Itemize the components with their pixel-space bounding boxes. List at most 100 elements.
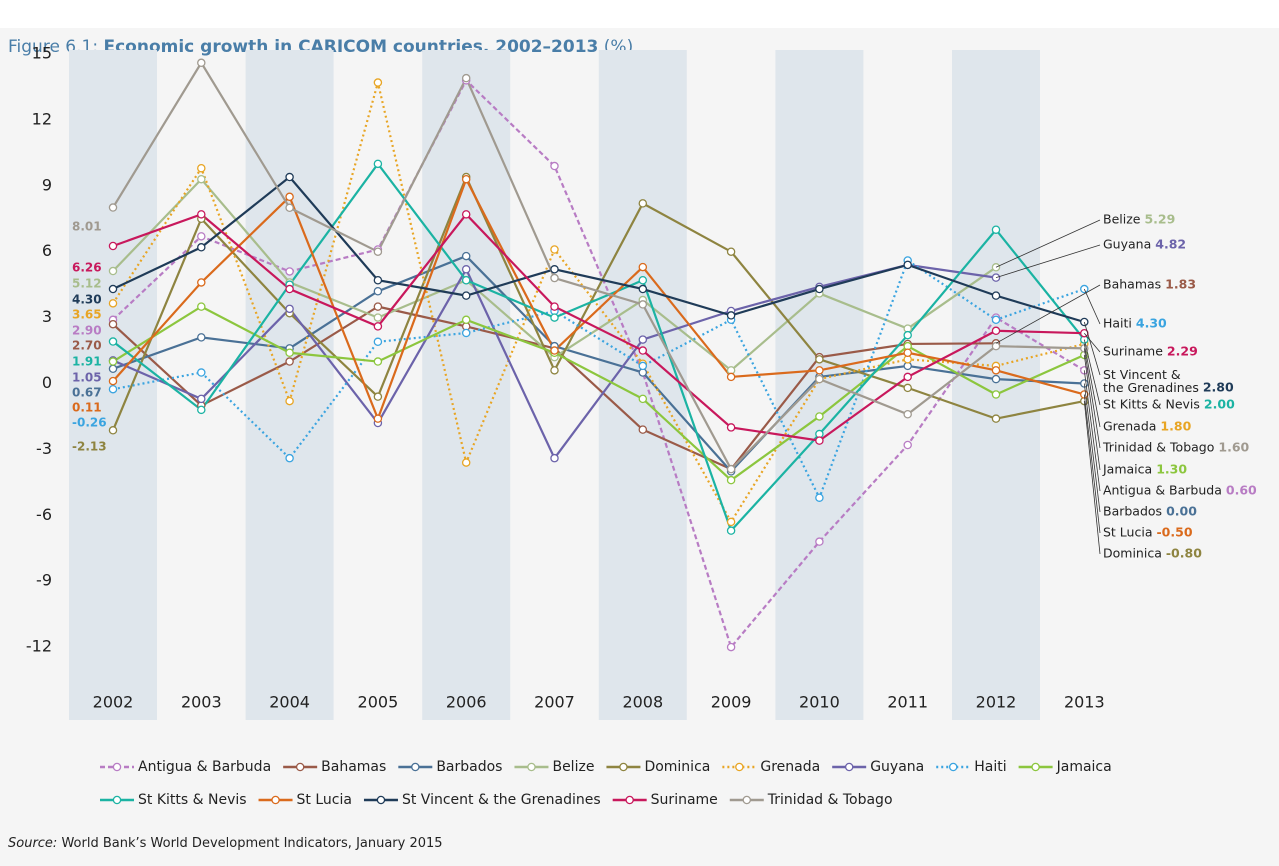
name-line: the Grenadines — [1103, 380, 1199, 395]
point — [285, 284, 294, 294]
point — [285, 203, 294, 213]
data-label: 1.05 — [72, 371, 102, 385]
legend-label: Barbados — [436, 759, 502, 775]
legend-label: Suriname — [651, 792, 718, 808]
point — [638, 284, 648, 294]
point — [373, 322, 383, 331]
legend-marker — [1031, 762, 1040, 772]
point — [815, 537, 824, 546]
point — [373, 247, 383, 256]
data-label: 4.30 — [72, 293, 102, 307]
end-label-name: Haiti — [1103, 316, 1132, 331]
leader-line — [995, 244, 1101, 279]
point — [903, 383, 912, 393]
legend-marker — [948, 762, 958, 772]
point — [285, 267, 294, 276]
point — [638, 425, 648, 434]
plot — [108, 58, 1089, 652]
point — [108, 364, 118, 374]
leader-line — [1083, 383, 1101, 513]
point — [197, 302, 206, 311]
point — [550, 346, 559, 355]
series-line — [112, 60, 1085, 472]
leader-line — [995, 219, 1101, 268]
point — [197, 163, 206, 173]
x-tick-label: 2008 — [622, 693, 663, 712]
point — [991, 414, 1001, 423]
point — [373, 286, 383, 296]
point — [903, 440, 912, 450]
point — [903, 372, 912, 382]
data-label: -0.26 — [72, 416, 107, 430]
legend-marker — [625, 795, 634, 805]
point — [550, 302, 559, 311]
point — [373, 313, 383, 322]
data-label: 1.91 — [72, 355, 102, 369]
y-tick-label: 12 — [32, 109, 52, 128]
point — [550, 265, 559, 274]
end-label-name: Bahamas — [1103, 277, 1161, 292]
point — [197, 58, 206, 68]
data-label: 0.67 — [72, 386, 102, 400]
legend-label: Dominica — [644, 759, 710, 775]
legend-label: Trinidad & Tobago — [767, 792, 893, 808]
point — [461, 73, 471, 83]
point — [285, 396, 294, 406]
end-label-name: Belize — [1103, 212, 1141, 227]
point — [550, 161, 559, 171]
point — [461, 174, 471, 184]
legend-marker — [844, 762, 854, 772]
point — [726, 423, 736, 432]
x-tick-label: 2003 — [181, 693, 222, 712]
point — [108, 357, 118, 366]
point — [373, 78, 383, 87]
leader-line — [1083, 370, 1101, 492]
legend-marker — [411, 762, 420, 772]
point — [108, 337, 118, 346]
y-tick-label: -6 — [36, 505, 52, 524]
end-label-name: St Vincent & the Grenadines — [1103, 367, 1199, 395]
end-label-name: Grenada — [1103, 419, 1156, 434]
point — [461, 458, 471, 467]
data-label: 8.01 — [72, 220, 102, 234]
point — [285, 453, 294, 463]
point — [726, 372, 736, 382]
point — [197, 243, 206, 252]
end-label-name: Dominica — [1103, 546, 1162, 561]
end-label-value: 0.00 — [1166, 504, 1197, 519]
point — [638, 335, 648, 344]
point — [373, 337, 383, 347]
legend-marker — [112, 762, 122, 772]
leader-line — [1083, 321, 1101, 376]
x-tick-label: 2005 — [358, 693, 399, 712]
point — [197, 368, 206, 377]
source: Source: World Bank’s World Development I… — [8, 836, 443, 851]
point — [285, 348, 294, 357]
legend-marker — [271, 795, 280, 805]
point — [726, 464, 736, 474]
point — [373, 357, 383, 366]
source-text: World Bank’s World Development Indicator… — [61, 836, 442, 851]
end-label-value: 2.29 — [1167, 344, 1198, 359]
y-tick-label: 0 — [42, 373, 52, 392]
point — [197, 405, 206, 415]
end-label-value: 0.60 — [1226, 483, 1257, 498]
point — [815, 436, 824, 445]
end-label-value: 1.30 — [1156, 462, 1187, 477]
x-tick-label: 2010 — [799, 693, 840, 712]
point — [197, 278, 206, 287]
end-label-name: St Lucia — [1103, 525, 1152, 540]
point — [815, 412, 824, 421]
end-label-name: Trinidad & Tobago — [1102, 440, 1214, 455]
point — [638, 394, 648, 404]
point — [461, 328, 471, 338]
point — [461, 291, 471, 300]
end-label-value: 1.83 — [1165, 277, 1196, 292]
end-label-name: Barbados — [1103, 504, 1162, 519]
point — [550, 273, 559, 283]
x-tick-label: 2009 — [711, 693, 752, 712]
point — [638, 300, 648, 309]
point — [815, 366, 824, 375]
point — [550, 313, 559, 322]
point — [815, 284, 824, 294]
